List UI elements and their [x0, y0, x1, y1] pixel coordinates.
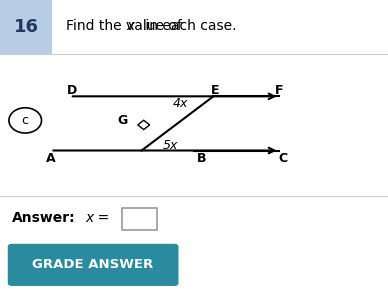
- Text: Find the value of: Find the value of: [66, 19, 186, 33]
- FancyBboxPatch shape: [8, 244, 178, 286]
- Text: c: c: [22, 114, 29, 127]
- Text: G: G: [117, 114, 127, 127]
- FancyBboxPatch shape: [0, 0, 52, 54]
- Text: in each case.: in each case.: [141, 19, 236, 33]
- Text: A: A: [46, 151, 55, 165]
- Text: F: F: [275, 84, 284, 97]
- Text: D: D: [67, 84, 77, 97]
- Text: 5x: 5x: [163, 139, 178, 153]
- FancyBboxPatch shape: [122, 208, 157, 230]
- Text: B: B: [197, 151, 206, 165]
- Text: 4x: 4x: [173, 97, 188, 110]
- Text: x =: x =: [85, 211, 109, 225]
- Text: E: E: [211, 84, 220, 97]
- Text: GRADE ANSWER: GRADE ANSWER: [33, 258, 154, 272]
- Text: 16: 16: [14, 18, 39, 36]
- Text: x: x: [126, 19, 134, 33]
- Text: C: C: [279, 151, 288, 165]
- Text: Answer:: Answer:: [12, 211, 75, 225]
